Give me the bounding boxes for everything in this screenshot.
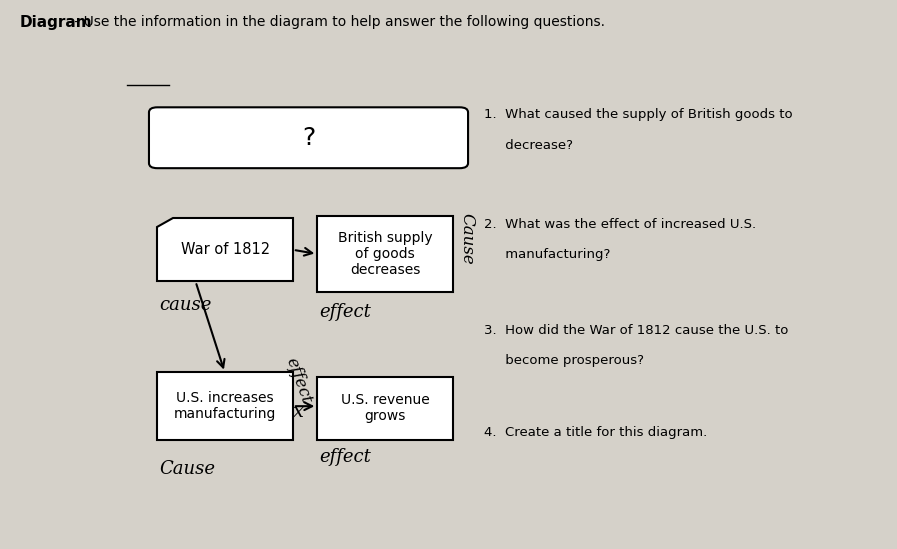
Text: 4.  Create a title for this diagram.: 4. Create a title for this diagram. <box>484 426 708 439</box>
Text: become prosperous?: become prosperous? <box>484 354 644 367</box>
Text: effect: effect <box>319 449 371 467</box>
Text: ?: ? <box>302 126 315 150</box>
FancyBboxPatch shape <box>149 107 468 168</box>
Text: Cause: Cause <box>458 214 475 265</box>
FancyBboxPatch shape <box>157 372 292 440</box>
Text: 2.  What was the effect of increased U.S.: 2. What was the effect of increased U.S. <box>484 218 756 231</box>
Text: x: x <box>293 402 304 421</box>
Text: manufacturing?: manufacturing? <box>484 249 611 261</box>
Text: U.S. revenue
grows: U.S. revenue grows <box>341 393 430 423</box>
Text: decrease?: decrease? <box>484 138 573 152</box>
Text: effect: effect <box>283 355 315 406</box>
FancyBboxPatch shape <box>318 216 453 292</box>
Text: - Use the information in the diagram to help answer the following questions.: - Use the information in the diagram to … <box>70 15 605 29</box>
Text: Cause: Cause <box>160 460 215 478</box>
Text: effect: effect <box>319 304 371 322</box>
Text: Diagram: Diagram <box>20 15 92 30</box>
FancyBboxPatch shape <box>318 377 453 440</box>
Text: War of 1812: War of 1812 <box>180 242 270 257</box>
Text: 1.  What caused the supply of British goods to: 1. What caused the supply of British goo… <box>484 108 793 121</box>
Text: British supply
of goods
decreases: British supply of goods decreases <box>337 231 432 277</box>
Text: U.S. increases
manufacturing: U.S. increases manufacturing <box>174 391 276 421</box>
Text: cause: cause <box>160 296 212 314</box>
Polygon shape <box>157 218 292 282</box>
Text: 3.  How did the War of 1812 cause the U.S. to: 3. How did the War of 1812 cause the U.S… <box>484 324 788 337</box>
